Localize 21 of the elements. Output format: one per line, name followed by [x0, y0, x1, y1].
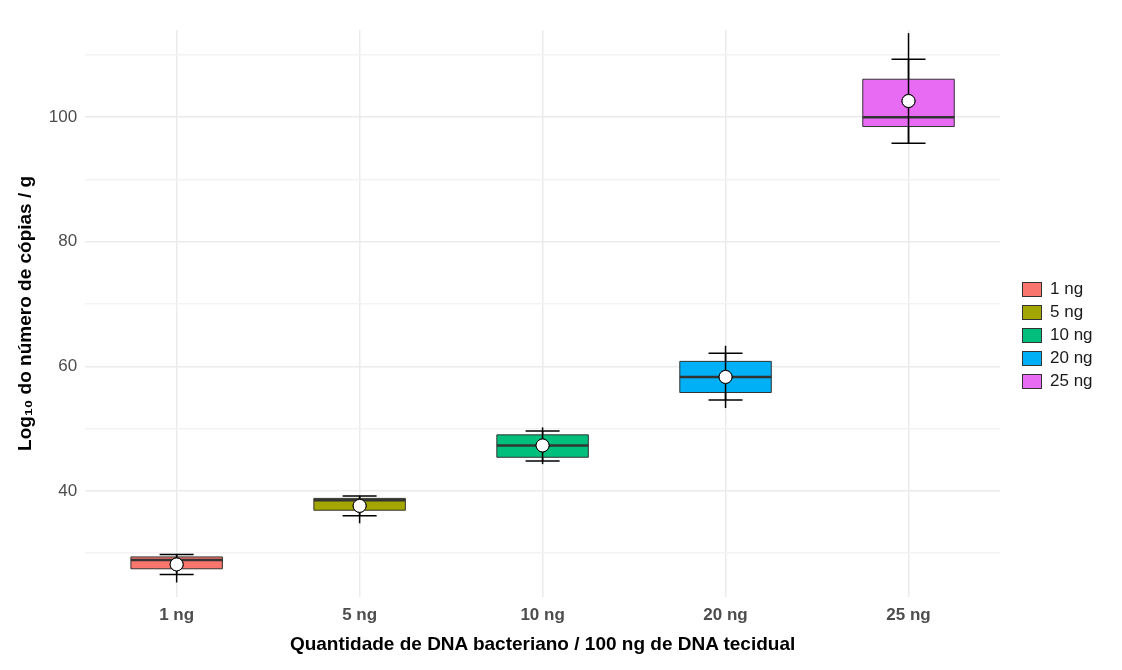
- point: [169, 557, 184, 572]
- y-axis-title: Log₁₀ do número de cópias / g: [13, 175, 35, 451]
- legend-label: 5 ng: [1050, 302, 1084, 322]
- x-tick-label: 1 ng: [159, 604, 195, 624]
- point: [352, 498, 367, 513]
- x-tick-label: 10 ng: [520, 604, 565, 624]
- legend-label: 10 ng: [1050, 325, 1093, 345]
- legend-label: 20 ng: [1050, 348, 1093, 368]
- x-tick-label: 25 ng: [886, 604, 931, 624]
- x-tick-label: 5 ng: [342, 604, 378, 624]
- y-tick-label: 40: [58, 480, 78, 500]
- point: [535, 438, 550, 453]
- y-tick-label: 80: [58, 231, 78, 251]
- y-tick-label: 100: [48, 106, 78, 126]
- point: [901, 94, 916, 109]
- legend-label: 1 ng: [1050, 279, 1084, 299]
- x-tick-label: 20 ng: [703, 604, 748, 624]
- x-axis-title: Quantidade de DNA bacteriano / 100 ng de DNA tecidual: [289, 632, 796, 654]
- point: [718, 369, 733, 384]
- legend-label: 25 ng: [1050, 371, 1093, 391]
- y-tick-label: 60: [58, 356, 78, 376]
